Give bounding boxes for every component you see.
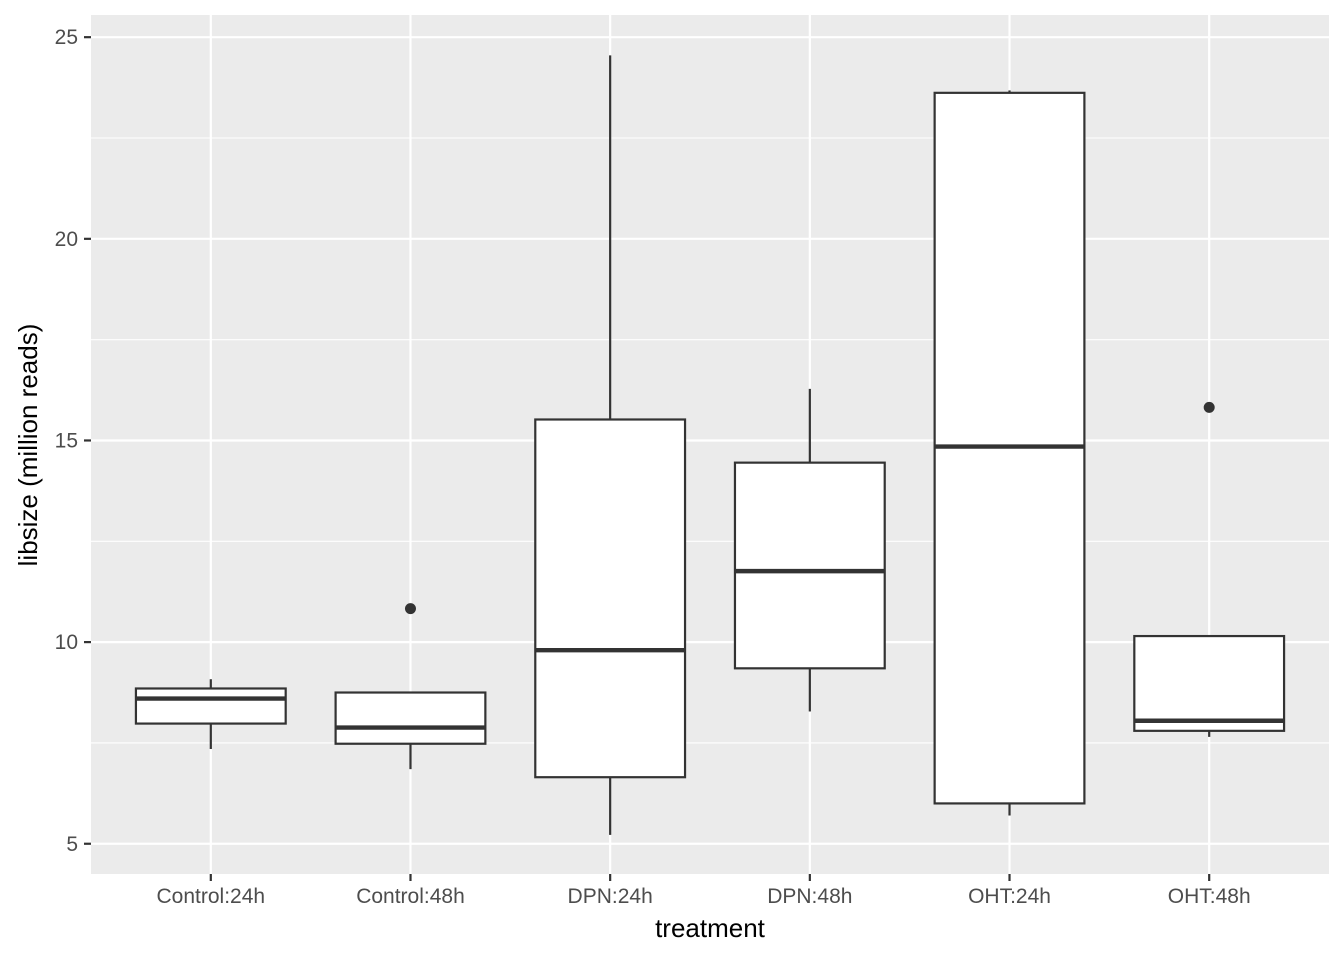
y-tick-label: 5	[66, 833, 78, 856]
plot-panel	[91, 15, 1329, 874]
box-group	[733, 388, 886, 712]
box-group	[334, 603, 487, 770]
x-tick-label: DPN:48h	[767, 885, 852, 908]
box	[334, 691, 487, 745]
box	[134, 687, 287, 725]
box-group	[1133, 401, 1286, 737]
outlier-point	[404, 603, 416, 615]
x-tick-label: OHT:24h	[968, 885, 1051, 908]
boxes	[134, 55, 1286, 835]
box	[534, 418, 687, 779]
y-axis-title: libsize (million reads)	[13, 324, 43, 567]
box-group	[933, 90, 1086, 816]
box	[1133, 634, 1286, 732]
outlier-point	[1203, 401, 1215, 413]
y-tick-label: 15	[55, 429, 78, 452]
x-axis: Control:24h Control:48h DPN:24h DPN:48h OHT:…	[157, 874, 1251, 908]
x-tick-label: Control:48h	[356, 885, 465, 908]
x-tick-label: OHT:48h	[1168, 885, 1251, 908]
box-group	[134, 679, 287, 749]
y-tick-label: 10	[55, 631, 78, 654]
x-tick-label: DPN:24h	[568, 885, 653, 908]
x-tick-label: Control:24h	[157, 885, 266, 908]
box	[733, 461, 886, 670]
box-group	[534, 55, 687, 835]
y-tick-label: 25	[55, 26, 78, 49]
y-tick-label: 20	[55, 228, 78, 251]
x-axis-title: treatment	[655, 913, 766, 943]
y-axis: 5 10 15 20 25	[55, 26, 91, 856]
